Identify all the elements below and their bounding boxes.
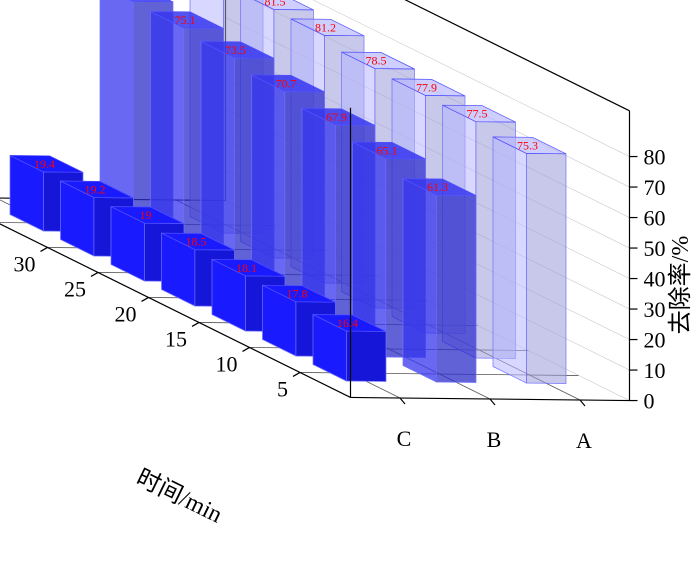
bar-top bbox=[150, 11, 224, 29]
bar-top bbox=[391, 78, 466, 97]
value-label: 77.5 bbox=[467, 107, 488, 121]
bar-top bbox=[211, 258, 286, 277]
bar-top bbox=[301, 108, 376, 126]
value-label: 67.9 bbox=[326, 110, 347, 124]
bar-top bbox=[492, 136, 567, 155]
value-label: 77.9 bbox=[416, 80, 437, 94]
bar-top bbox=[262, 284, 336, 303]
value-label: 17.8 bbox=[287, 287, 308, 301]
bar-face bbox=[402, 178, 437, 383]
z-tick-label: 20 bbox=[644, 328, 666, 353]
bar-top bbox=[352, 141, 426, 160]
x-tick bbox=[40, 246, 48, 252]
x-tick bbox=[242, 346, 250, 352]
z-tick-label: 60 bbox=[644, 206, 666, 231]
x-tick-label: 25 bbox=[64, 276, 86, 301]
z-tick-label: 40 bbox=[644, 267, 666, 292]
bar-face bbox=[526, 153, 567, 384]
bars-layer bbox=[9, 0, 567, 384]
series-tick-label: B bbox=[487, 427, 502, 452]
value-label: 75.1 bbox=[175, 13, 196, 27]
value-label: 75.3 bbox=[517, 138, 538, 152]
bar-C-5 bbox=[312, 313, 387, 382]
bar-top bbox=[60, 180, 134, 199]
value-label: 61.3 bbox=[427, 180, 448, 194]
x-tick-label: 30 bbox=[14, 251, 36, 276]
z-axis-title: 去除率/% bbox=[667, 236, 694, 335]
x-tick-label: 10 bbox=[216, 351, 238, 376]
value-label: 73.5 bbox=[225, 43, 246, 57]
bar-top bbox=[290, 18, 365, 37]
value-labels-layer: 81.575.619.481.575.119.281.273.51978.570… bbox=[34, 0, 538, 330]
s-tick bbox=[489, 398, 496, 406]
bar-top bbox=[253, 0, 314, 11]
s-tick bbox=[399, 397, 406, 405]
value-label: 78.5 bbox=[366, 54, 387, 68]
value-label: 19.2 bbox=[85, 182, 106, 196]
value-label: 19 bbox=[140, 208, 152, 222]
bar-face bbox=[346, 330, 387, 382]
series-tick-label: A bbox=[576, 428, 592, 453]
bar-top bbox=[312, 314, 387, 332]
x-tick-label: 20 bbox=[115, 301, 137, 326]
value-label: 18.1 bbox=[236, 261, 257, 275]
bar-top bbox=[402, 178, 477, 196]
x-tick bbox=[141, 296, 149, 302]
x-tick-label: 15 bbox=[165, 326, 187, 351]
x-tick bbox=[90, 271, 99, 277]
x-tick bbox=[191, 321, 200, 327]
series-tick-label: C bbox=[397, 426, 412, 451]
x-axis-title: 时间/min bbox=[132, 464, 227, 529]
box-edge bbox=[404, 0, 630, 112]
z-tick-label: 30 bbox=[644, 297, 666, 322]
value-label: 70.7 bbox=[276, 76, 297, 90]
value-label: 19.4 bbox=[34, 157, 55, 171]
bar-face bbox=[436, 194, 477, 383]
z-tick-label: 0 bbox=[644, 389, 655, 414]
bar-top bbox=[442, 104, 516, 123]
s-tick bbox=[579, 399, 586, 407]
x-tick-label: 5 bbox=[277, 376, 288, 401]
bar-top bbox=[251, 74, 325, 93]
value-label: 18.5 bbox=[186, 235, 207, 249]
bar-B-5 bbox=[402, 178, 477, 383]
z-tick-label: 10 bbox=[644, 358, 666, 383]
x-tick bbox=[292, 371, 301, 377]
bar-face bbox=[492, 136, 527, 384]
bar-top bbox=[341, 51, 415, 70]
value-label: 81.2 bbox=[315, 20, 336, 34]
bar-top bbox=[200, 41, 275, 59]
bar-top bbox=[129, 0, 174, 3]
wall-gridline bbox=[312, 0, 630, 157]
z-tick-label: 80 bbox=[644, 145, 666, 170]
value-label: 65.1 bbox=[377, 143, 398, 157]
z-tick-label: 50 bbox=[644, 236, 666, 261]
bar-A-5 bbox=[492, 136, 567, 384]
value-label: 81.5 bbox=[265, 0, 286, 8]
value-label: 16.4 bbox=[337, 316, 358, 330]
bar-top bbox=[110, 206, 185, 224]
bar-top bbox=[9, 155, 84, 173]
bar-top bbox=[161, 232, 235, 251]
z-tick-label: 70 bbox=[644, 175, 666, 200]
